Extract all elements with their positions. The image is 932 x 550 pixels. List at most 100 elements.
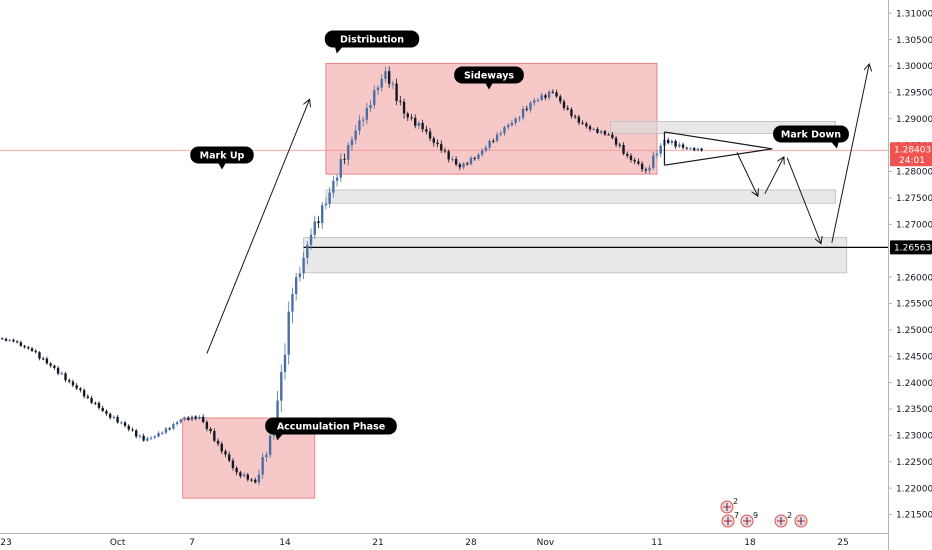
economic-event-badge: 7 [721,511,739,528]
candle-body [198,416,201,419]
candle-body [458,164,462,168]
candle-body [216,440,220,444]
time-axis[interactable]: 23 Oct 7 14 21 28 Nov 11 18 25 [0,538,848,548]
calendar-events[interactable]: 2 7 9 2 [720,497,808,528]
candle-body [655,153,659,156]
candle-body [503,127,506,134]
candle-body [153,436,156,438]
candle-body [324,203,328,206]
accumulation-label-tail [275,433,284,441]
candle-body [239,472,242,477]
candles [1,66,703,486]
gray-zone [325,189,836,204]
candle-body [685,147,688,149]
candle-body [384,71,387,79]
x-tick-label: 25 [837,538,848,548]
candle-body [339,159,342,178]
y-tick-label: 1.23500 [896,405,932,415]
markup-label-bg [190,146,254,164]
candle-body [480,150,484,155]
candle-body [194,416,197,419]
candle-body [417,122,421,126]
candle-body [183,417,186,420]
candle-body [56,367,60,374]
candle-body [399,100,402,102]
candle-body [19,342,23,346]
candle-body [90,397,93,403]
candle-body [414,117,417,126]
y-tick-label: 1.29500 [896,89,932,99]
candle-body [585,123,588,127]
candle-body [142,435,145,441]
accumulation-label-bg [265,417,397,435]
trend-drawings [206,65,869,354]
candle-body [402,101,406,114]
economic-event-badge: 2 [774,511,792,528]
x-tick-label: 11 [651,538,662,548]
candle-body [492,140,495,142]
x-tick-label: 18 [744,538,756,548]
candle-body [395,83,398,101]
candle-body [343,159,346,161]
candle-body [242,474,246,477]
candle-body [179,419,183,423]
candle-body [440,144,443,151]
candle-body [626,153,629,156]
candle-body [246,474,249,480]
distribution-label: Distribution [340,34,404,45]
x-tick-label: 21 [372,538,383,548]
projection-arrow-1 [736,152,757,196]
candle-body [510,122,514,126]
candle-body [97,403,101,408]
candle-body [190,416,194,420]
candle-body [265,454,268,458]
candle-body [1,338,4,340]
markdown-label: Mark Down [781,129,841,140]
candle-body [120,422,123,424]
candle-body [477,154,480,159]
candle-body [34,350,37,353]
candle-body [536,99,540,101]
candle-body [317,221,320,224]
candle-body [157,433,160,437]
candle-body [86,396,90,398]
candle-body [123,422,127,426]
accumulation-label: Accumulation Phase [277,421,385,432]
candle-body [380,78,383,88]
candle-body [8,339,11,341]
candle-body [540,95,543,100]
candle-body [71,381,75,386]
candle-body [27,347,30,349]
candle-body [175,422,179,425]
candle-body [261,457,264,475]
x-tick-label: 14 [279,538,291,548]
candle-body [213,431,216,441]
candle-body [555,92,558,97]
markup-label: Mark Up [200,150,245,161]
distribution-label-bg [324,30,420,48]
candle-body [373,90,376,105]
sideways-label-bg [454,66,524,84]
candle-body [670,141,674,144]
candle-body [82,390,86,397]
y-tick-label: 1.31000 [896,9,932,19]
candle-body [507,125,510,128]
candle-body [4,338,8,341]
projection-arrow-2 [764,158,784,194]
candle-body [674,141,677,147]
candle-body [75,385,78,389]
candle-body [637,161,640,164]
candle-body [235,467,238,473]
candle-body [294,277,298,294]
candle-body [421,122,424,130]
candle-body [428,131,432,139]
x-tick-label: 7 [189,538,195,548]
candle-body [611,134,614,139]
event-count: 2 [787,511,792,520]
candle-body [466,163,469,165]
candle-body [559,96,562,102]
candle-body [696,148,700,151]
event-count: 9 [753,511,758,520]
distribution-label-tail [334,46,343,54]
